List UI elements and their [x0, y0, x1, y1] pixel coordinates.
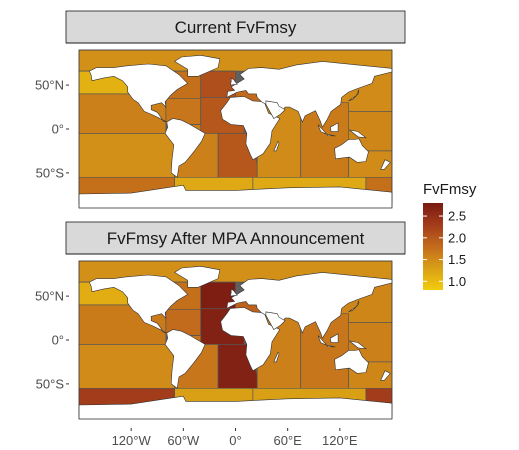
legend-colorbar	[423, 203, 443, 290]
land-shape	[174, 265, 221, 288]
map-area	[78, 260, 393, 420]
panel-strip	[65, 221, 406, 255]
panel-current: Current FvFmsy	[65, 10, 406, 209]
land-shape	[220, 96, 281, 161]
panel-strip	[65, 10, 406, 44]
land-shape	[334, 138, 369, 163]
map-frame	[78, 49, 393, 209]
land-shape	[273, 140, 280, 152]
x-tick-label: 120°E	[322, 433, 358, 448]
land-shape	[226, 61, 393, 128]
land-shape	[327, 133, 336, 137]
land-shape	[229, 288, 238, 297]
land-shape	[89, 63, 189, 123]
land-shape	[380, 159, 391, 170]
y-tick-label: 50°N	[35, 289, 64, 304]
legend-label: 2.0	[448, 230, 466, 245]
x-tick-label: 120°W	[112, 433, 152, 448]
y-axis: 50°N 0° 50°S	[35, 78, 69, 180]
land-shape	[229, 77, 238, 86]
region-se-pacific	[78, 133, 175, 178]
panel-title: FvFmsy After MPA Announcement	[107, 229, 365, 248]
legend-title: FvFmsy	[423, 181, 477, 198]
land-shape	[317, 335, 328, 346]
land-shape	[349, 129, 367, 139]
land-shape	[317, 124, 328, 135]
x-axis: 120°W 60°W 0° 60°E 120°E	[112, 428, 358, 448]
x-tick-label: 0°	[229, 433, 241, 448]
map-frame	[78, 260, 393, 420]
region-se-pacific	[78, 344, 175, 389]
panel-after-mpa: FvFmsy After MPA Announcement	[65, 221, 406, 420]
land-shape	[329, 122, 339, 132]
land-shape	[265, 100, 286, 119]
y-tick-label: 50°S	[36, 165, 65, 180]
land-shape	[327, 344, 336, 348]
land-shape	[329, 333, 339, 343]
land-shape	[220, 307, 281, 372]
panel-title: Current FvFmsy	[175, 18, 297, 37]
land-shape	[174, 54, 221, 77]
land-shape	[164, 118, 206, 178]
y-tick-label: 50°S	[36, 376, 65, 391]
land-shape	[348, 89, 360, 102]
legend-label: 1.0	[448, 274, 466, 289]
land-shape	[380, 370, 391, 381]
legend-label: 2.5	[448, 209, 466, 224]
land-shape	[265, 311, 286, 330]
land-shape	[226, 272, 393, 339]
land-shape	[348, 300, 360, 313]
land-shape	[349, 340, 367, 350]
x-tick-label: 60°E	[273, 433, 302, 448]
land-shape	[273, 351, 280, 363]
legend-label: 1.5	[448, 252, 466, 267]
land-shape	[334, 349, 369, 374]
land-shape	[89, 274, 189, 334]
legend: FvFmsy 2.5 2.0 1.5 1.0	[423, 181, 477, 290]
land-shape	[164, 329, 206, 389]
map-area	[78, 49, 393, 209]
y-tick-label: 0°	[52, 333, 64, 348]
y-axis: 50°N 0° 50°S	[35, 289, 69, 391]
y-tick-label: 0°	[52, 122, 64, 137]
x-tick-label: 60°W	[167, 433, 200, 448]
y-tick-label: 50°N	[35, 78, 64, 93]
